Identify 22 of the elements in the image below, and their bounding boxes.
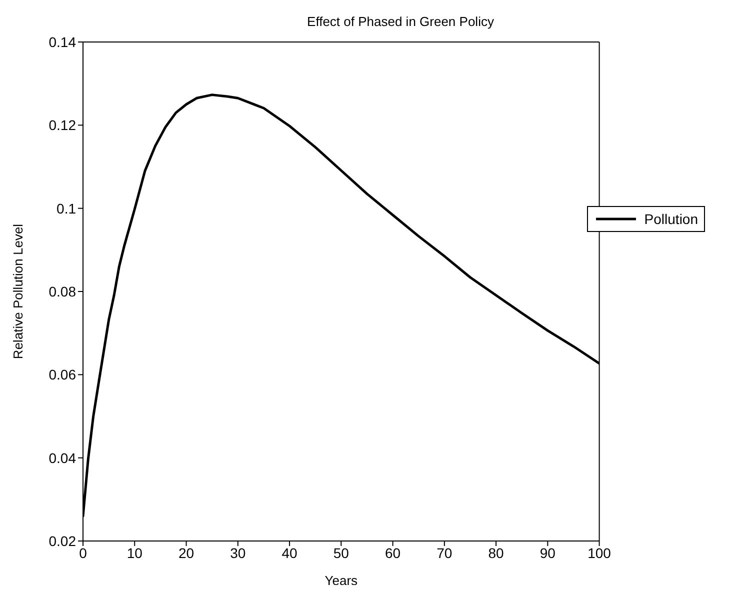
y-axis-title: Relative Pollution Level — [10, 224, 26, 360]
y-tick-label: 0.1 — [56, 200, 76, 216]
legend-label: Pollution — [644, 211, 698, 227]
x-tick-label: 100 — [588, 544, 612, 561]
y-tick-label: 0.02 — [48, 532, 76, 549]
x-tick-label: 0 — [79, 544, 88, 561]
x-tick-label: 40 — [282, 544, 298, 561]
x-tick-label: 70 — [436, 544, 452, 561]
x-tick-label: 90 — [540, 544, 556, 561]
x-tick-label: 10 — [126, 544, 143, 561]
x-tick-label: 50 — [333, 544, 350, 561]
y-tick-label: 0.04 — [48, 450, 76, 466]
chart-title: Effect of Phased in Green Policy — [306, 14, 495, 29]
y-tick-label: 0.06 — [48, 366, 76, 383]
x-tick-label: 20 — [178, 544, 194, 561]
y-tick-label: 0.12 — [48, 117, 76, 134]
x-tick-label: 80 — [488, 544, 504, 561]
x-axis-title: Years — [324, 573, 358, 588]
x-tick-label: 30 — [230, 544, 246, 561]
x-tick-label: 60 — [384, 544, 401, 561]
y-tick-label: 0.14 — [48, 34, 76, 50]
y-tick-label: 0.08 — [48, 283, 76, 300]
